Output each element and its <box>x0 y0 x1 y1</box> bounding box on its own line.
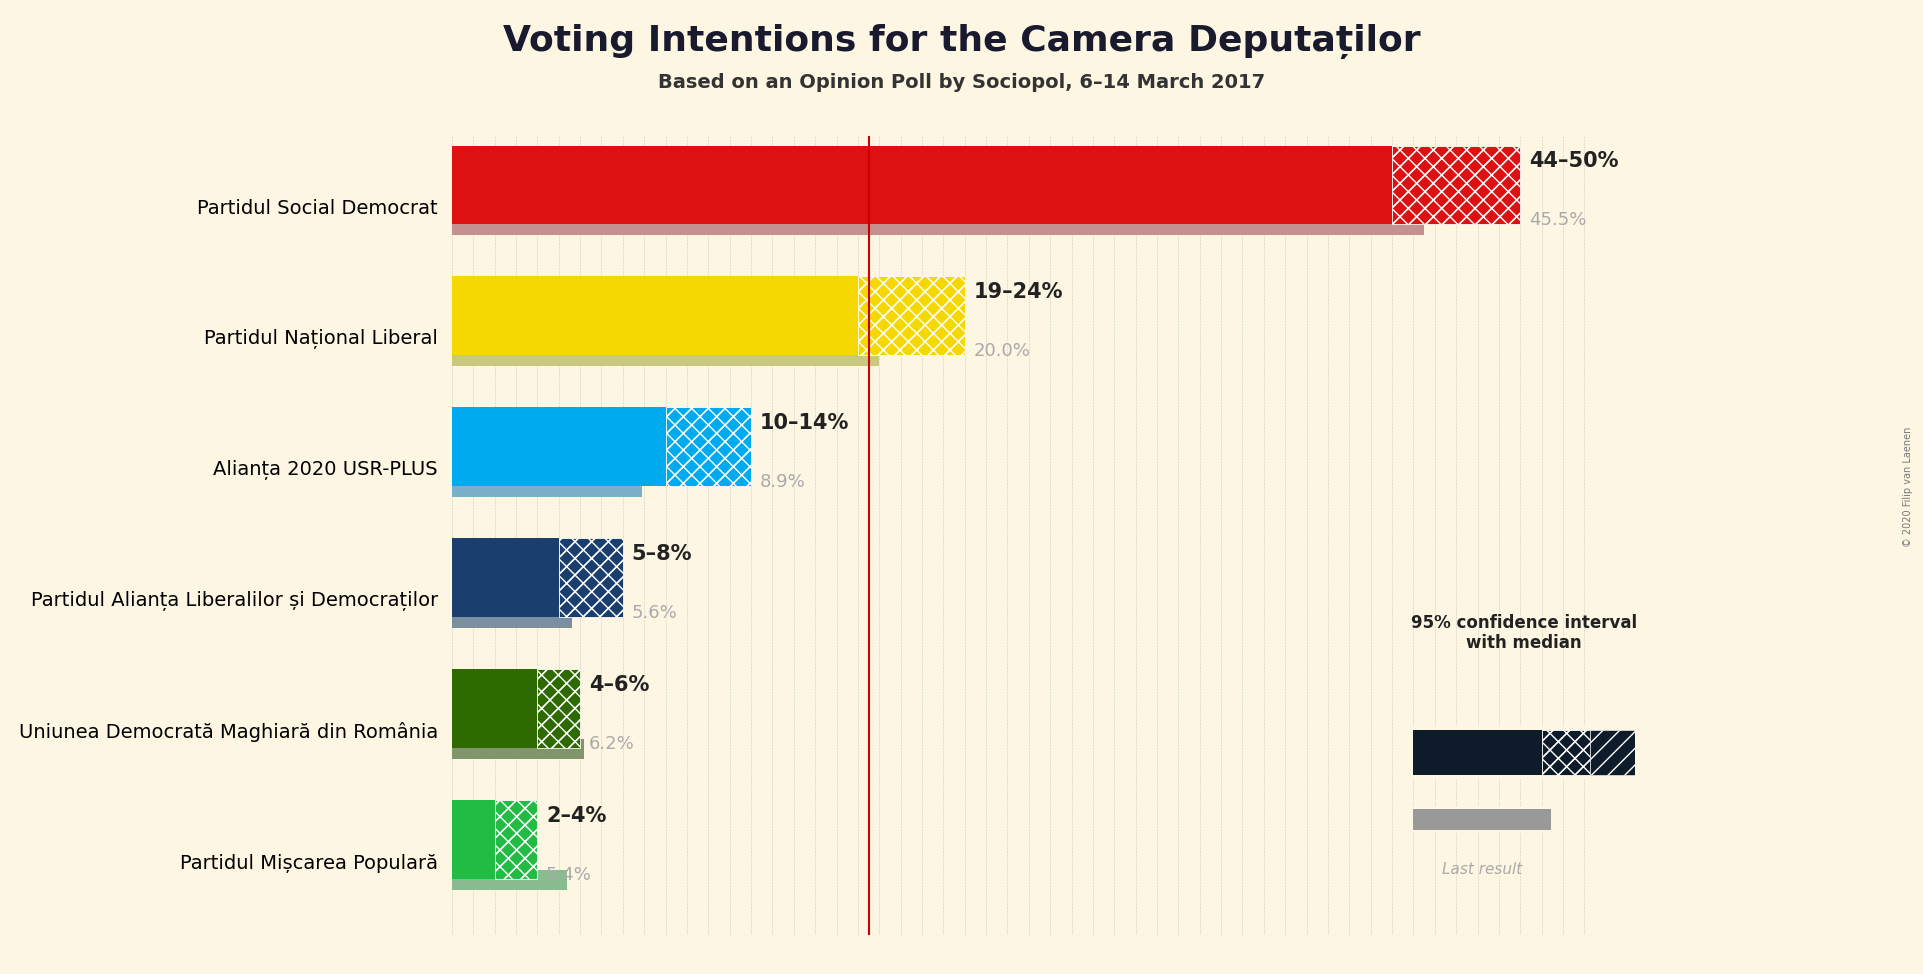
Text: 2–4%: 2–4% <box>546 805 606 826</box>
Bar <box>452 347 879 366</box>
Text: Based on an Opinion Poll by Sociopol, 6–14 March 2017: Based on an Opinion Poll by Sociopol, 6–… <box>658 73 1265 93</box>
Bar <box>858 277 965 355</box>
Bar <box>494 801 537 879</box>
Bar <box>452 407 665 486</box>
Bar <box>452 609 571 628</box>
Bar <box>537 669 581 748</box>
Bar <box>452 277 858 355</box>
Text: 44–50%: 44–50% <box>1529 151 1619 171</box>
Bar <box>665 407 752 486</box>
Bar <box>560 539 623 617</box>
Bar <box>537 669 581 748</box>
Bar <box>452 870 567 890</box>
Bar <box>452 145 1392 224</box>
Bar <box>494 801 537 879</box>
Text: 45.5%: 45.5% <box>1529 211 1586 229</box>
Bar <box>452 739 585 759</box>
Bar <box>452 801 494 879</box>
Bar <box>1590 730 1635 775</box>
Bar <box>1413 808 1550 830</box>
Bar <box>858 277 965 355</box>
Bar <box>560 539 623 617</box>
Text: Voting Intentions for the Camera Deputaților: Voting Intentions for the Camera Deputaț… <box>502 24 1421 59</box>
Bar <box>1413 730 1542 775</box>
Text: Last result: Last result <box>1442 862 1523 877</box>
Text: © 2020 Filip van Laenen: © 2020 Filip van Laenen <box>1902 427 1913 547</box>
Text: 95% confidence interval
with median: 95% confidence interval with median <box>1411 614 1636 653</box>
Text: 20.0%: 20.0% <box>973 342 1031 360</box>
Text: 5.4%: 5.4% <box>546 866 592 883</box>
Text: 5–8%: 5–8% <box>631 544 692 564</box>
Bar <box>1542 730 1590 775</box>
Bar <box>452 477 642 497</box>
Bar <box>1542 730 1590 775</box>
Bar <box>452 215 1425 235</box>
Bar <box>1392 145 1521 224</box>
Bar <box>1392 145 1521 224</box>
Bar <box>452 669 537 748</box>
Text: 6.2%: 6.2% <box>588 734 635 753</box>
Text: 8.9%: 8.9% <box>760 473 806 491</box>
Text: 5.6%: 5.6% <box>631 604 677 622</box>
Text: 4–6%: 4–6% <box>588 675 650 695</box>
Bar <box>452 539 560 617</box>
Text: 10–14%: 10–14% <box>760 413 848 433</box>
Bar <box>665 407 752 486</box>
Text: 19–24%: 19–24% <box>973 282 1063 302</box>
